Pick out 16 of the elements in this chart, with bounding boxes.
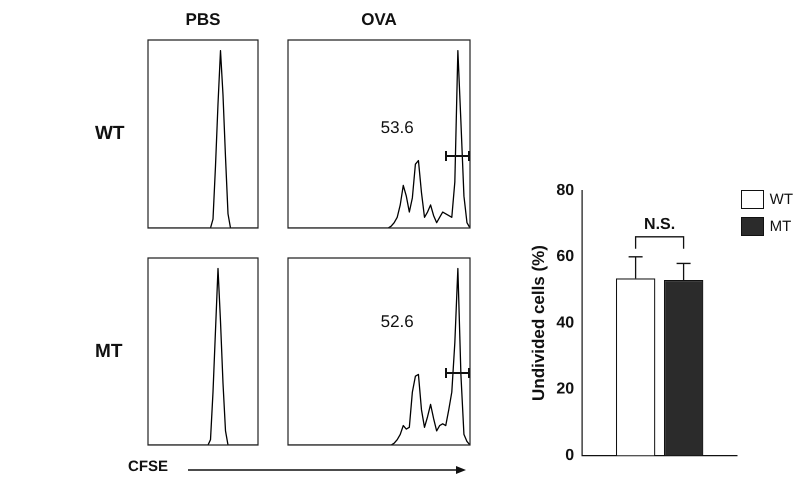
y-tick-label: 60 xyxy=(556,248,574,266)
y-tick-label: 80 xyxy=(556,182,574,200)
y-tick-label: 20 xyxy=(556,380,574,398)
legend-label: MT xyxy=(770,218,792,235)
y-axis-title: Undivided cells (%) xyxy=(528,245,548,401)
y-tick-label: 0 xyxy=(565,446,574,464)
annotation: 52.6 xyxy=(380,312,414,332)
text: WT xyxy=(770,191,793,208)
y-axis-title: WT xyxy=(95,123,125,145)
y-tick-label: 40 xyxy=(556,314,574,332)
y-axis-title: MT xyxy=(95,340,122,362)
chart-title: OVA xyxy=(361,10,397,30)
x-axis-title: CFSE xyxy=(128,458,168,475)
annotation: N.S. xyxy=(644,216,676,234)
chart-title: PBS xyxy=(186,10,220,30)
annotation: 53.6 xyxy=(380,118,414,138)
